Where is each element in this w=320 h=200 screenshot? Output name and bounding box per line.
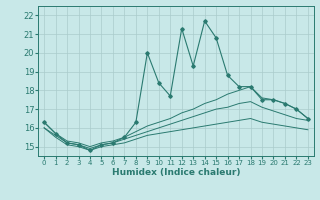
X-axis label: Humidex (Indice chaleur): Humidex (Indice chaleur) xyxy=(112,168,240,177)
